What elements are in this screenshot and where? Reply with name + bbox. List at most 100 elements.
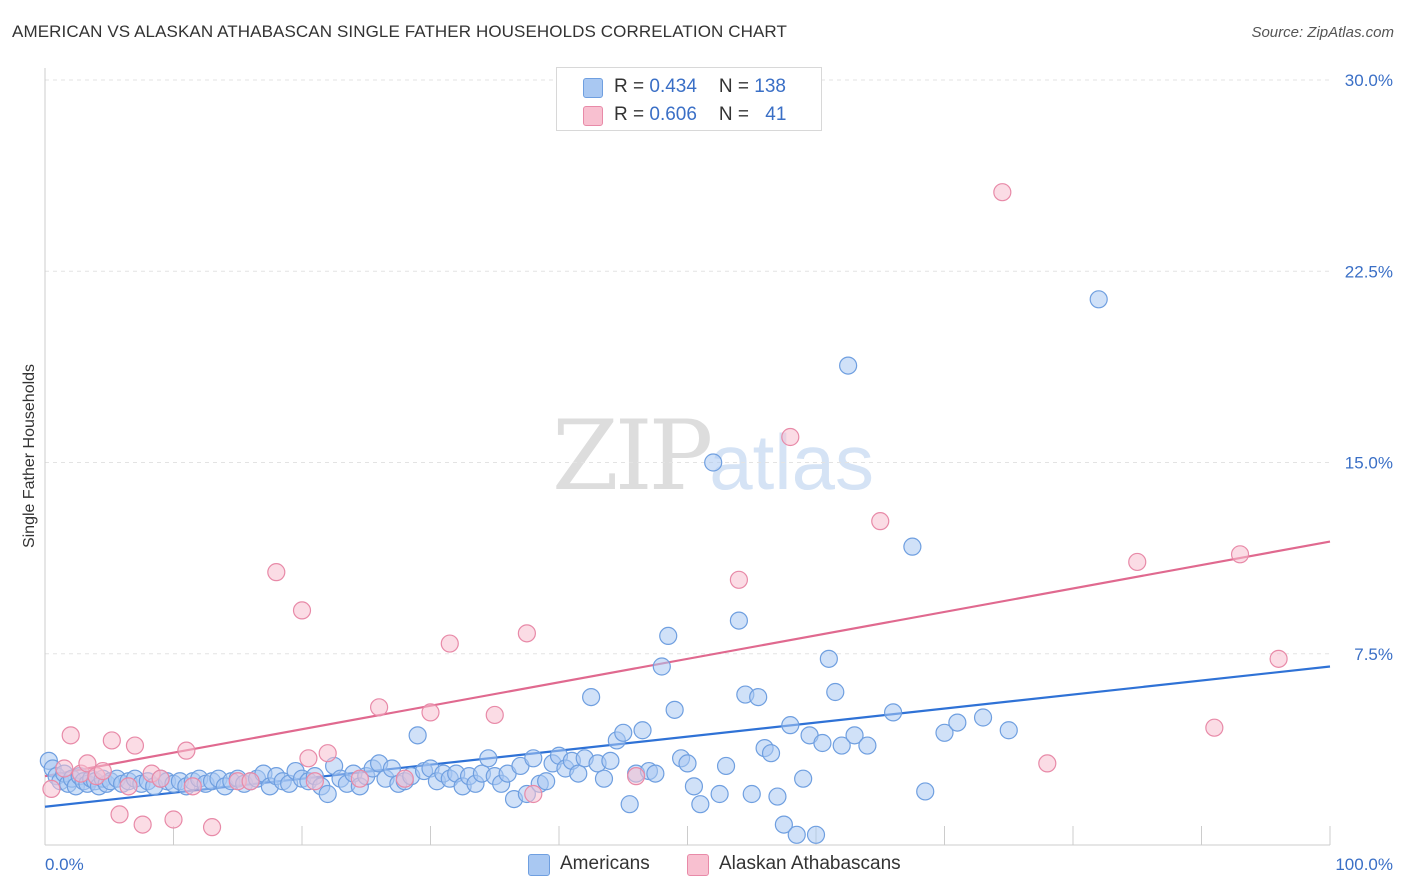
point-athabascans: [485, 705, 504, 725]
stats-row-americans: R = 0.434 N = 138: [557, 73, 821, 101]
series-athabascans-points: [42, 183, 1288, 837]
stats-swatch-americans: [583, 78, 603, 98]
point-americans: [935, 723, 954, 742]
point-americans: [691, 795, 710, 814]
point-americans: [729, 611, 749, 630]
point-athabascans: [102, 731, 121, 750]
point-athabascans: [370, 698, 389, 717]
stats-n-label: N =: [718, 76, 755, 97]
point-athabascans: [61, 726, 80, 745]
point-americans: [781, 716, 800, 735]
chart-title: AMERICAN VS ALASKAN ATHABASCAN SINGLE FA…: [12, 22, 787, 41]
point-athabascans: [183, 777, 202, 796]
point-athabascans: [993, 183, 1012, 202]
point-americans: [614, 723, 633, 742]
x-tick-label: 0.0%: [45, 855, 84, 874]
point-americans: [903, 537, 922, 556]
series-americans-points: [39, 290, 1108, 844]
point-athabascans: [626, 767, 646, 786]
point-americans: [973, 708, 993, 727]
point-americans: [832, 736, 851, 755]
point-americans: [582, 687, 601, 707]
point-athabascans: [267, 563, 286, 582]
point-americans: [382, 759, 402, 778]
point-americans: [883, 703, 903, 722]
point-athabascans: [729, 570, 749, 589]
point-athabascans: [517, 624, 536, 643]
point-americans: [813, 733, 832, 753]
point-athabascans: [292, 601, 312, 620]
stats-swatch-athabascans: [583, 106, 603, 126]
stats-box: R = 0.434 N = 138 R = 0.606 N = 41: [556, 67, 822, 131]
point-americans: [524, 749, 543, 768]
point-americans: [948, 713, 967, 732]
y-tick-label: 30.0%: [1345, 71, 1393, 90]
point-americans: [318, 784, 337, 804]
legend-swatch-americans: [528, 854, 550, 876]
point-athabascans: [871, 512, 890, 531]
point-athabascans: [440, 634, 459, 653]
legend-swatch-athabascans: [687, 854, 709, 876]
point-americans: [601, 751, 620, 770]
point-athabascans: [177, 741, 196, 760]
point-americans: [819, 649, 838, 668]
point-athabascans: [78, 754, 97, 773]
point-americans: [742, 784, 761, 804]
stats-r-label: R =: [614, 104, 650, 125]
point-americans: [774, 815, 793, 834]
point-athabascans: [1205, 718, 1224, 737]
stats-n-value: 138: [754, 76, 786, 97]
stats-r-value: 0.606: [649, 104, 697, 125]
y-tick-label: 7.5%: [1354, 645, 1393, 664]
point-athabascans: [125, 736, 145, 755]
point-americans: [665, 700, 684, 719]
stats-r-value: 0.434: [649, 76, 697, 97]
point-americans: [652, 657, 671, 676]
trend-line-athabascans: [44, 540, 1331, 778]
point-athabascans: [42, 779, 61, 799]
point-americans: [479, 749, 498, 768]
point-athabascans: [151, 769, 170, 788]
stats-row-athabascans: R = 0.606 N = 41: [557, 101, 821, 129]
point-americans: [1089, 290, 1108, 309]
point-athabascans: [395, 769, 414, 788]
point-americans: [787, 825, 806, 844]
point-athabascans: [524, 784, 543, 804]
point-americans: [659, 626, 678, 646]
point-athabascans: [110, 805, 129, 824]
point-athabascans: [781, 427, 800, 447]
point-americans: [633, 721, 652, 740]
y-tick-label: 15.0%: [1345, 454, 1393, 473]
point-athabascans: [318, 744, 337, 763]
point-americans: [569, 764, 588, 783]
point-americans: [716, 756, 736, 776]
point-americans: [826, 682, 845, 702]
point-athabascans: [93, 761, 112, 781]
point-americans: [839, 356, 858, 375]
tick-labels: 7.5% 15.0% 22.5% 30.0% 0.0% 100.0%: [45, 71, 1393, 874]
point-americans: [408, 726, 427, 745]
legend: Americans Alaskan Athabascans: [0, 852, 1406, 878]
legend-label-athabascans: Alaskan Athabascans: [719, 853, 901, 874]
point-americans: [749, 687, 768, 707]
axes: [44, 68, 1331, 846]
stats-r-label: R =: [614, 76, 650, 97]
point-americans: [537, 772, 556, 791]
point-americans: [916, 782, 935, 801]
point-americans: [794, 769, 813, 788]
point-athabascans: [241, 772, 260, 791]
point-americans: [858, 736, 877, 755]
point-americans: [646, 764, 665, 783]
point-americans: [620, 795, 639, 814]
point-americans: [806, 825, 826, 844]
point-americans: [704, 453, 723, 472]
point-americans: [845, 726, 864, 745]
legend-label-americans: Americans: [560, 853, 650, 874]
point-athabascans: [1269, 649, 1288, 668]
point-americans: [678, 754, 697, 773]
point-athabascans: [305, 772, 324, 791]
point-athabascans: [350, 769, 369, 788]
point-athabascans: [421, 703, 440, 722]
point-athabascans: [164, 810, 183, 829]
